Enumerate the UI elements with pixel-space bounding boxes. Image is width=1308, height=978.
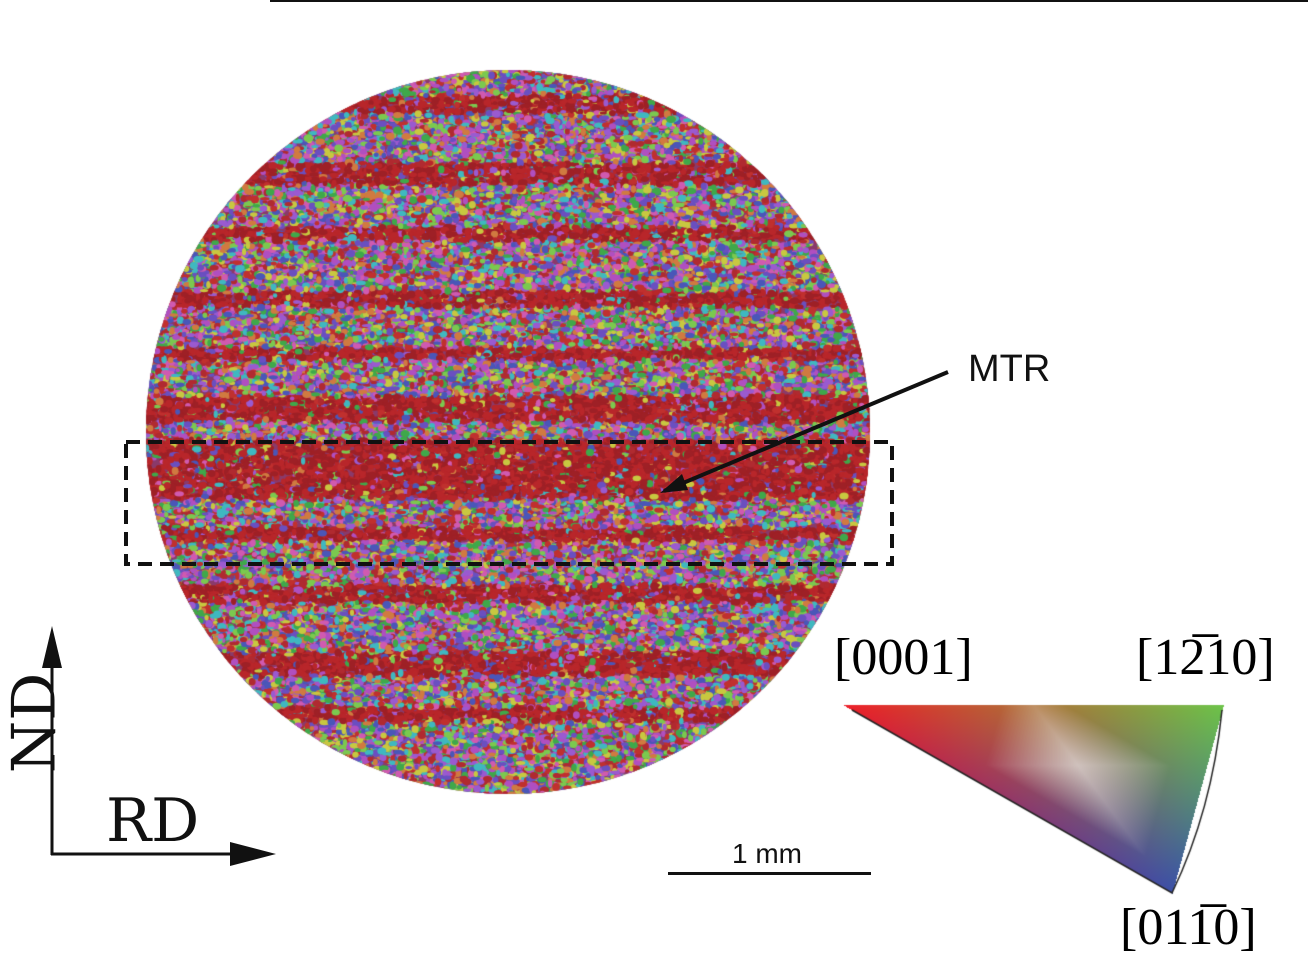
top-rule-line xyxy=(270,0,1308,2)
mtr-arrowhead xyxy=(660,474,688,493)
scale-bar xyxy=(668,872,871,875)
nd-arrowhead xyxy=(42,626,62,668)
ipf-label-1-2-10: [12̅10] xyxy=(1136,629,1275,686)
ebsd-orientation-map xyxy=(140,64,876,800)
nd-axis-label: ND xyxy=(0,672,70,774)
ipf-color-key-triangle xyxy=(840,700,1240,900)
rd-arrowhead xyxy=(230,842,276,866)
rd-axis-label: RD xyxy=(106,786,200,856)
ipf-label-01-10: [011̅0] xyxy=(1120,899,1257,956)
scale-bar-label: 1 mm xyxy=(732,838,802,869)
ipf-label-0001: [0001] xyxy=(834,629,973,686)
mtr-dashed-box xyxy=(124,440,894,566)
mtr-arrow xyxy=(663,370,949,493)
mtr-label: MTR xyxy=(968,348,1051,390)
